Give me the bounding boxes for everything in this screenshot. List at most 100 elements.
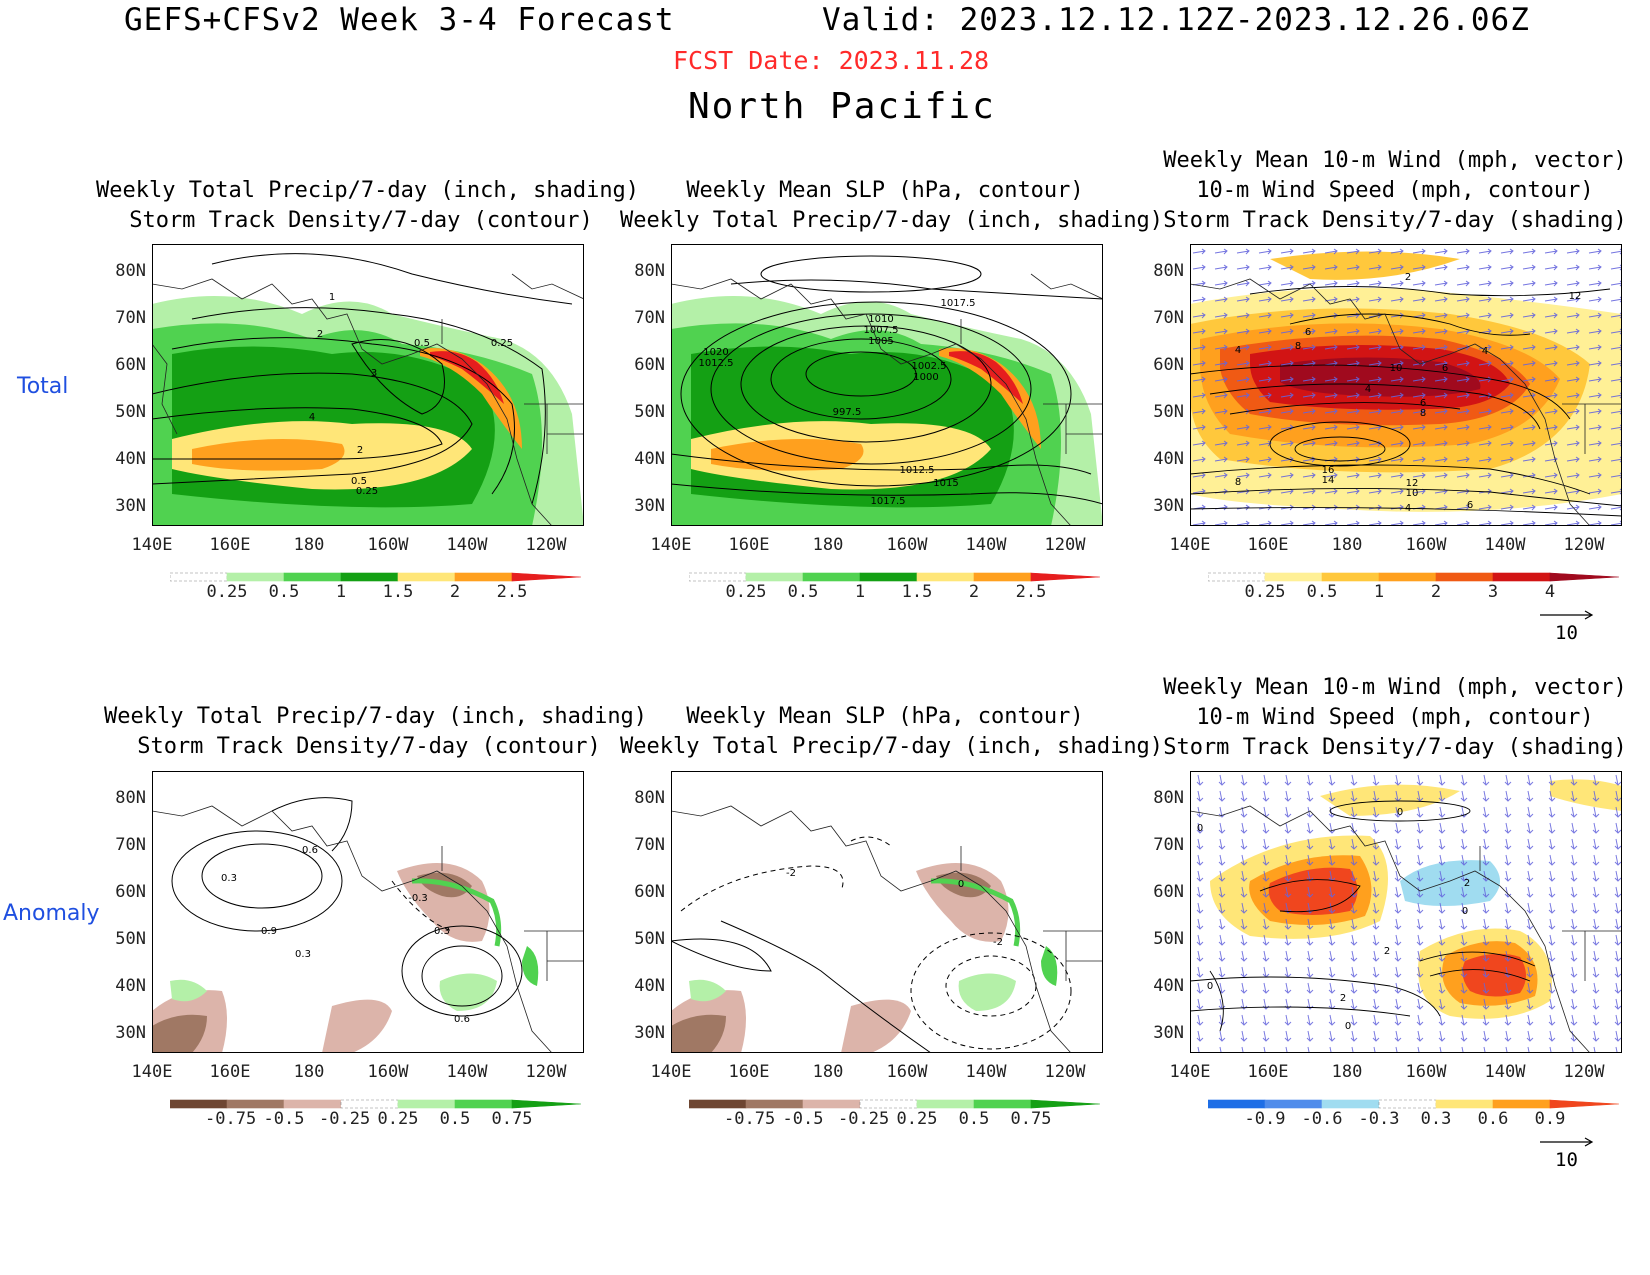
colorbar-segment bbox=[226, 572, 285, 582]
storm-contours bbox=[152, 253, 573, 505]
colorbar-segment bbox=[1435, 1099, 1494, 1109]
precip-anom-shade bbox=[671, 1014, 726, 1053]
panel-title-precip-storm-total: Weekly Total Precip/7-day (inch, shading… bbox=[96, 176, 640, 236]
contour-label: 4 bbox=[1482, 346, 1488, 357]
contour-label: 3 bbox=[371, 368, 377, 379]
colorbar-segment bbox=[745, 1099, 804, 1109]
lat-label: 50N bbox=[634, 929, 665, 949]
vector-reference-arrow-anomaly bbox=[1540, 1137, 1594, 1147]
lat-label: 60N bbox=[634, 882, 665, 902]
contour-label: 1007.5 bbox=[864, 325, 899, 336]
lat-label: 30N bbox=[115, 1023, 146, 1043]
lat-label: 30N bbox=[634, 496, 665, 516]
lat-label: 40N bbox=[1153, 976, 1184, 996]
precip-anom-shade bbox=[958, 973, 1016, 1011]
colorbar-segment bbox=[859, 572, 918, 582]
contour-label: 1002.5 bbox=[912, 361, 947, 372]
lon-label: 160W bbox=[886, 535, 928, 555]
contour-label: 14 bbox=[1322, 475, 1335, 486]
panel-title-slp-precip-total: Weekly Mean SLP (hPa, contour) Weekly To… bbox=[620, 176, 1163, 236]
colorbar-tick-label: 0.25 bbox=[206, 582, 248, 602]
colorbar-tick-label: 1.5 bbox=[382, 582, 414, 602]
contour-label: 16 bbox=[1322, 465, 1335, 476]
colorbar-segment bbox=[454, 572, 513, 582]
coastlines bbox=[152, 273, 584, 526]
lon-label: 140E bbox=[650, 535, 692, 555]
colorbar-tick-label: 0.9 bbox=[1534, 1109, 1566, 1129]
colorbar-tick-label: 0.25 bbox=[377, 1109, 419, 1129]
contour-label: 1020 bbox=[703, 347, 728, 358]
colorbar-segment bbox=[802, 1099, 861, 1109]
colorbar-tick-label: 0.5 bbox=[787, 582, 819, 602]
colorbar-segment bbox=[1264, 572, 1323, 582]
lat-label: 70N bbox=[634, 308, 665, 328]
lat-label: 80N bbox=[1153, 261, 1184, 281]
lon-label: 120W bbox=[525, 535, 567, 555]
contour-label: 0 bbox=[958, 879, 964, 890]
colorbar-segment bbox=[1435, 572, 1494, 582]
lat-label: 30N bbox=[1153, 496, 1184, 516]
vector-reference-arrow-total bbox=[1540, 610, 1594, 620]
contour-labels: 0.6 0.3 -0.3 0.9 0.3 0.3 0.6 bbox=[221, 845, 470, 1025]
contour-label: 2 bbox=[317, 329, 323, 340]
lon-label: 180 bbox=[812, 1062, 844, 1082]
contour-label: 0.3 bbox=[295, 949, 311, 960]
lat-label: 50N bbox=[634, 402, 665, 422]
contour-label: 2 bbox=[1384, 946, 1390, 957]
lat-label: 30N bbox=[1153, 1023, 1184, 1043]
contour-label: 0 bbox=[1345, 1021, 1351, 1032]
precip-anom-shade bbox=[411, 878, 502, 947]
lon-label: 120W bbox=[1563, 1062, 1605, 1082]
contour-label: 10 bbox=[1390, 363, 1403, 374]
colorbar-segment bbox=[1549, 1099, 1620, 1109]
colorbar-segment bbox=[511, 1099, 582, 1109]
panel-title-line: Storm Track Density/7-day (contour) bbox=[129, 208, 593, 233]
contour-label: -2 bbox=[786, 868, 796, 879]
contour-label: 4 bbox=[1405, 503, 1411, 514]
panel-title-line: Weekly Mean 10-m Wind (mph, vector) bbox=[1163, 675, 1627, 700]
lon-label: 160W bbox=[1405, 1062, 1447, 1082]
colorbar-tick-label: 2 bbox=[449, 582, 461, 602]
lon-label: 160E bbox=[1247, 535, 1289, 555]
panel-title-line: Weekly Total Precip/7-day (inch, shading… bbox=[96, 178, 640, 203]
colorbar-precip-total-2 bbox=[689, 572, 1101, 582]
colorbar-precip-anom bbox=[170, 1099, 582, 1109]
panel-title-line: Storm Track Density/7-day (shading) bbox=[1163, 735, 1627, 760]
colorbar-segment bbox=[1264, 1099, 1323, 1109]
lat-label: 50N bbox=[115, 402, 146, 422]
colorbar-segment bbox=[1492, 1099, 1551, 1109]
lon-label: 140W bbox=[965, 1062, 1007, 1082]
lat-label: 60N bbox=[634, 355, 665, 375]
lon-label: 140W bbox=[446, 535, 488, 555]
lon-label: 160E bbox=[209, 535, 251, 555]
panel-title-wind-anom: Weekly Mean 10-m Wind (mph, vector) 10-m… bbox=[1140, 673, 1650, 763]
lat-label: 50N bbox=[115, 929, 146, 949]
precip-shade bbox=[192, 439, 345, 471]
lat-label: 40N bbox=[1153, 449, 1184, 469]
lon-label: 180 bbox=[1331, 1062, 1363, 1082]
colorbar-tick-label: 3 bbox=[1487, 582, 1499, 602]
contour-labels: 1 2 0.5 0.25 3 4 2 0.5 0.25 bbox=[309, 292, 513, 497]
contour-label: -2 bbox=[993, 937, 1003, 948]
lat-label: 80N bbox=[634, 261, 665, 281]
colorbar-tick-label: 0.75 bbox=[1010, 1109, 1052, 1129]
colorbar-segment bbox=[802, 572, 861, 582]
colorbar-segment bbox=[973, 572, 1032, 582]
contour-labels: 2 12 6 8 4 10 6 4 4 6 8 16 14 12 10 8 4 … bbox=[1235, 272, 1582, 514]
colorbar-segment bbox=[689, 572, 747, 582]
colorbar-segment bbox=[340, 1099, 399, 1109]
colorbar-segment bbox=[916, 572, 975, 582]
contour-label: 8 bbox=[1295, 341, 1301, 352]
panel-title-line: Weekly Total Precip/7-day (inch, shading… bbox=[104, 704, 648, 729]
contour-label: 1017.5 bbox=[871, 496, 906, 507]
contour-label: 0.25 bbox=[491, 338, 513, 349]
lat-label: 40N bbox=[634, 976, 665, 996]
lon-label: 140E bbox=[131, 1062, 173, 1082]
colorbar-tick-label: 0.25 bbox=[725, 582, 767, 602]
colorbar-segment bbox=[283, 1099, 342, 1109]
panel-title-line: 10-m Wind Speed (mph, contour) bbox=[1196, 178, 1594, 203]
map-precip-storm-total: 1 2 0.5 0.25 3 4 2 0.5 0.25 bbox=[152, 244, 584, 526]
contour-label: 4 bbox=[309, 412, 315, 423]
lat-label: 80N bbox=[115, 261, 146, 281]
colorbar-tick-label: -0.3 bbox=[1358, 1109, 1400, 1129]
